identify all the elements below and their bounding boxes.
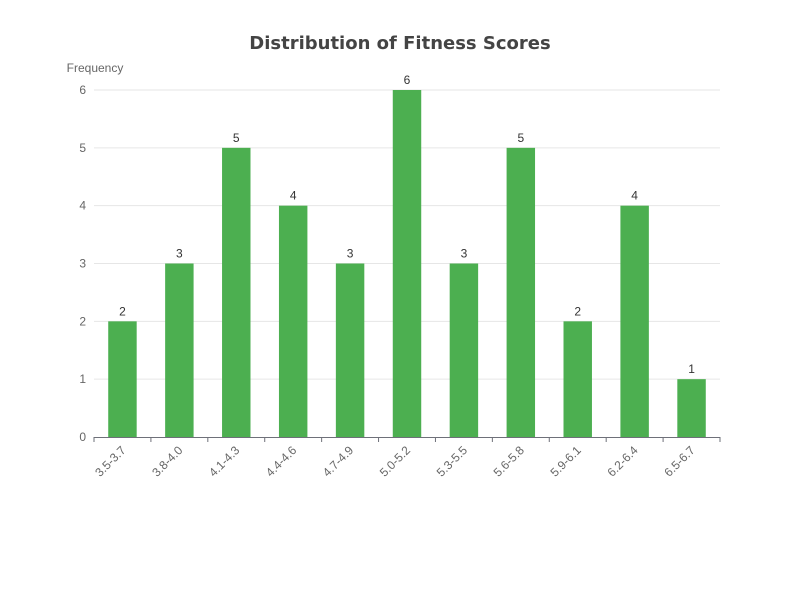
y-axis: 0 1 2 3 4 5 6 [79,83,86,444]
bar[interactable] [677,379,706,437]
bar-value-label: 5 [233,131,240,145]
bar[interactable] [278,205,308,437]
bar-value-label: 2 [574,304,581,318]
bars [108,90,706,438]
y-tick-label: 1 [79,372,86,386]
y-tick-label: 4 [79,199,86,213]
bar-value-label: 3 [347,247,354,261]
x-tick-label: 4.1-4.3 [206,443,243,480]
y-tick-label: 6 [79,83,86,97]
chart-title: Distribution of Fitness Scores [249,33,550,54]
x-tick-label: 4.7-4.9 [320,443,357,480]
y-tick-label: 5 [79,141,86,155]
x-tick-label: 5.0-5.2 [377,443,414,480]
x-tick-label: 3.8-4.0 [149,443,186,480]
x-axis: 3.5-3.7 3.8-4.0 4.1-4.3 4.4-4.6 4.7-4.9 5.0-5… [92,437,721,480]
x-tick-label: 5.3-5.5 [434,443,471,480]
y-tick-label: 3 [79,257,86,271]
bar[interactable] [506,147,536,438]
x-tick-label: 6.5-6.7 [661,443,698,480]
bar-value-label: 2 [119,304,126,318]
data-labels: 2 3 5 4 3 6 3 5 2 4 1 [119,73,695,376]
bar-value-label: 4 [631,189,638,203]
bar-value-label: 6 [404,73,411,87]
bar-value-label: 3 [176,247,183,261]
y-tick-label: 0 [79,430,86,444]
x-tick-label: 3.5-3.7 [92,443,129,480]
bar-value-label: 1 [688,362,695,376]
x-tick-label: 4.4-4.6 [263,443,300,480]
bar[interactable] [165,263,194,438]
bar[interactable] [449,263,479,438]
bar[interactable] [335,263,365,438]
y-tick-label: 2 [79,314,86,328]
y-axis-label: Frequency [67,61,124,75]
bar[interactable] [620,205,649,437]
bar[interactable] [222,147,251,438]
bar[interactable] [108,321,137,437]
bar[interactable] [563,321,592,437]
bar[interactable] [392,90,422,437]
bar-value-label: 5 [517,131,524,145]
bar-value-label: 4 [290,189,297,203]
x-tick-label: 5.6-5.8 [491,443,528,480]
x-tick-label: 6.2-6.4 [604,443,641,480]
x-tick-label: 5.9-6.1 [548,443,585,480]
bar-value-label: 3 [461,247,468,261]
